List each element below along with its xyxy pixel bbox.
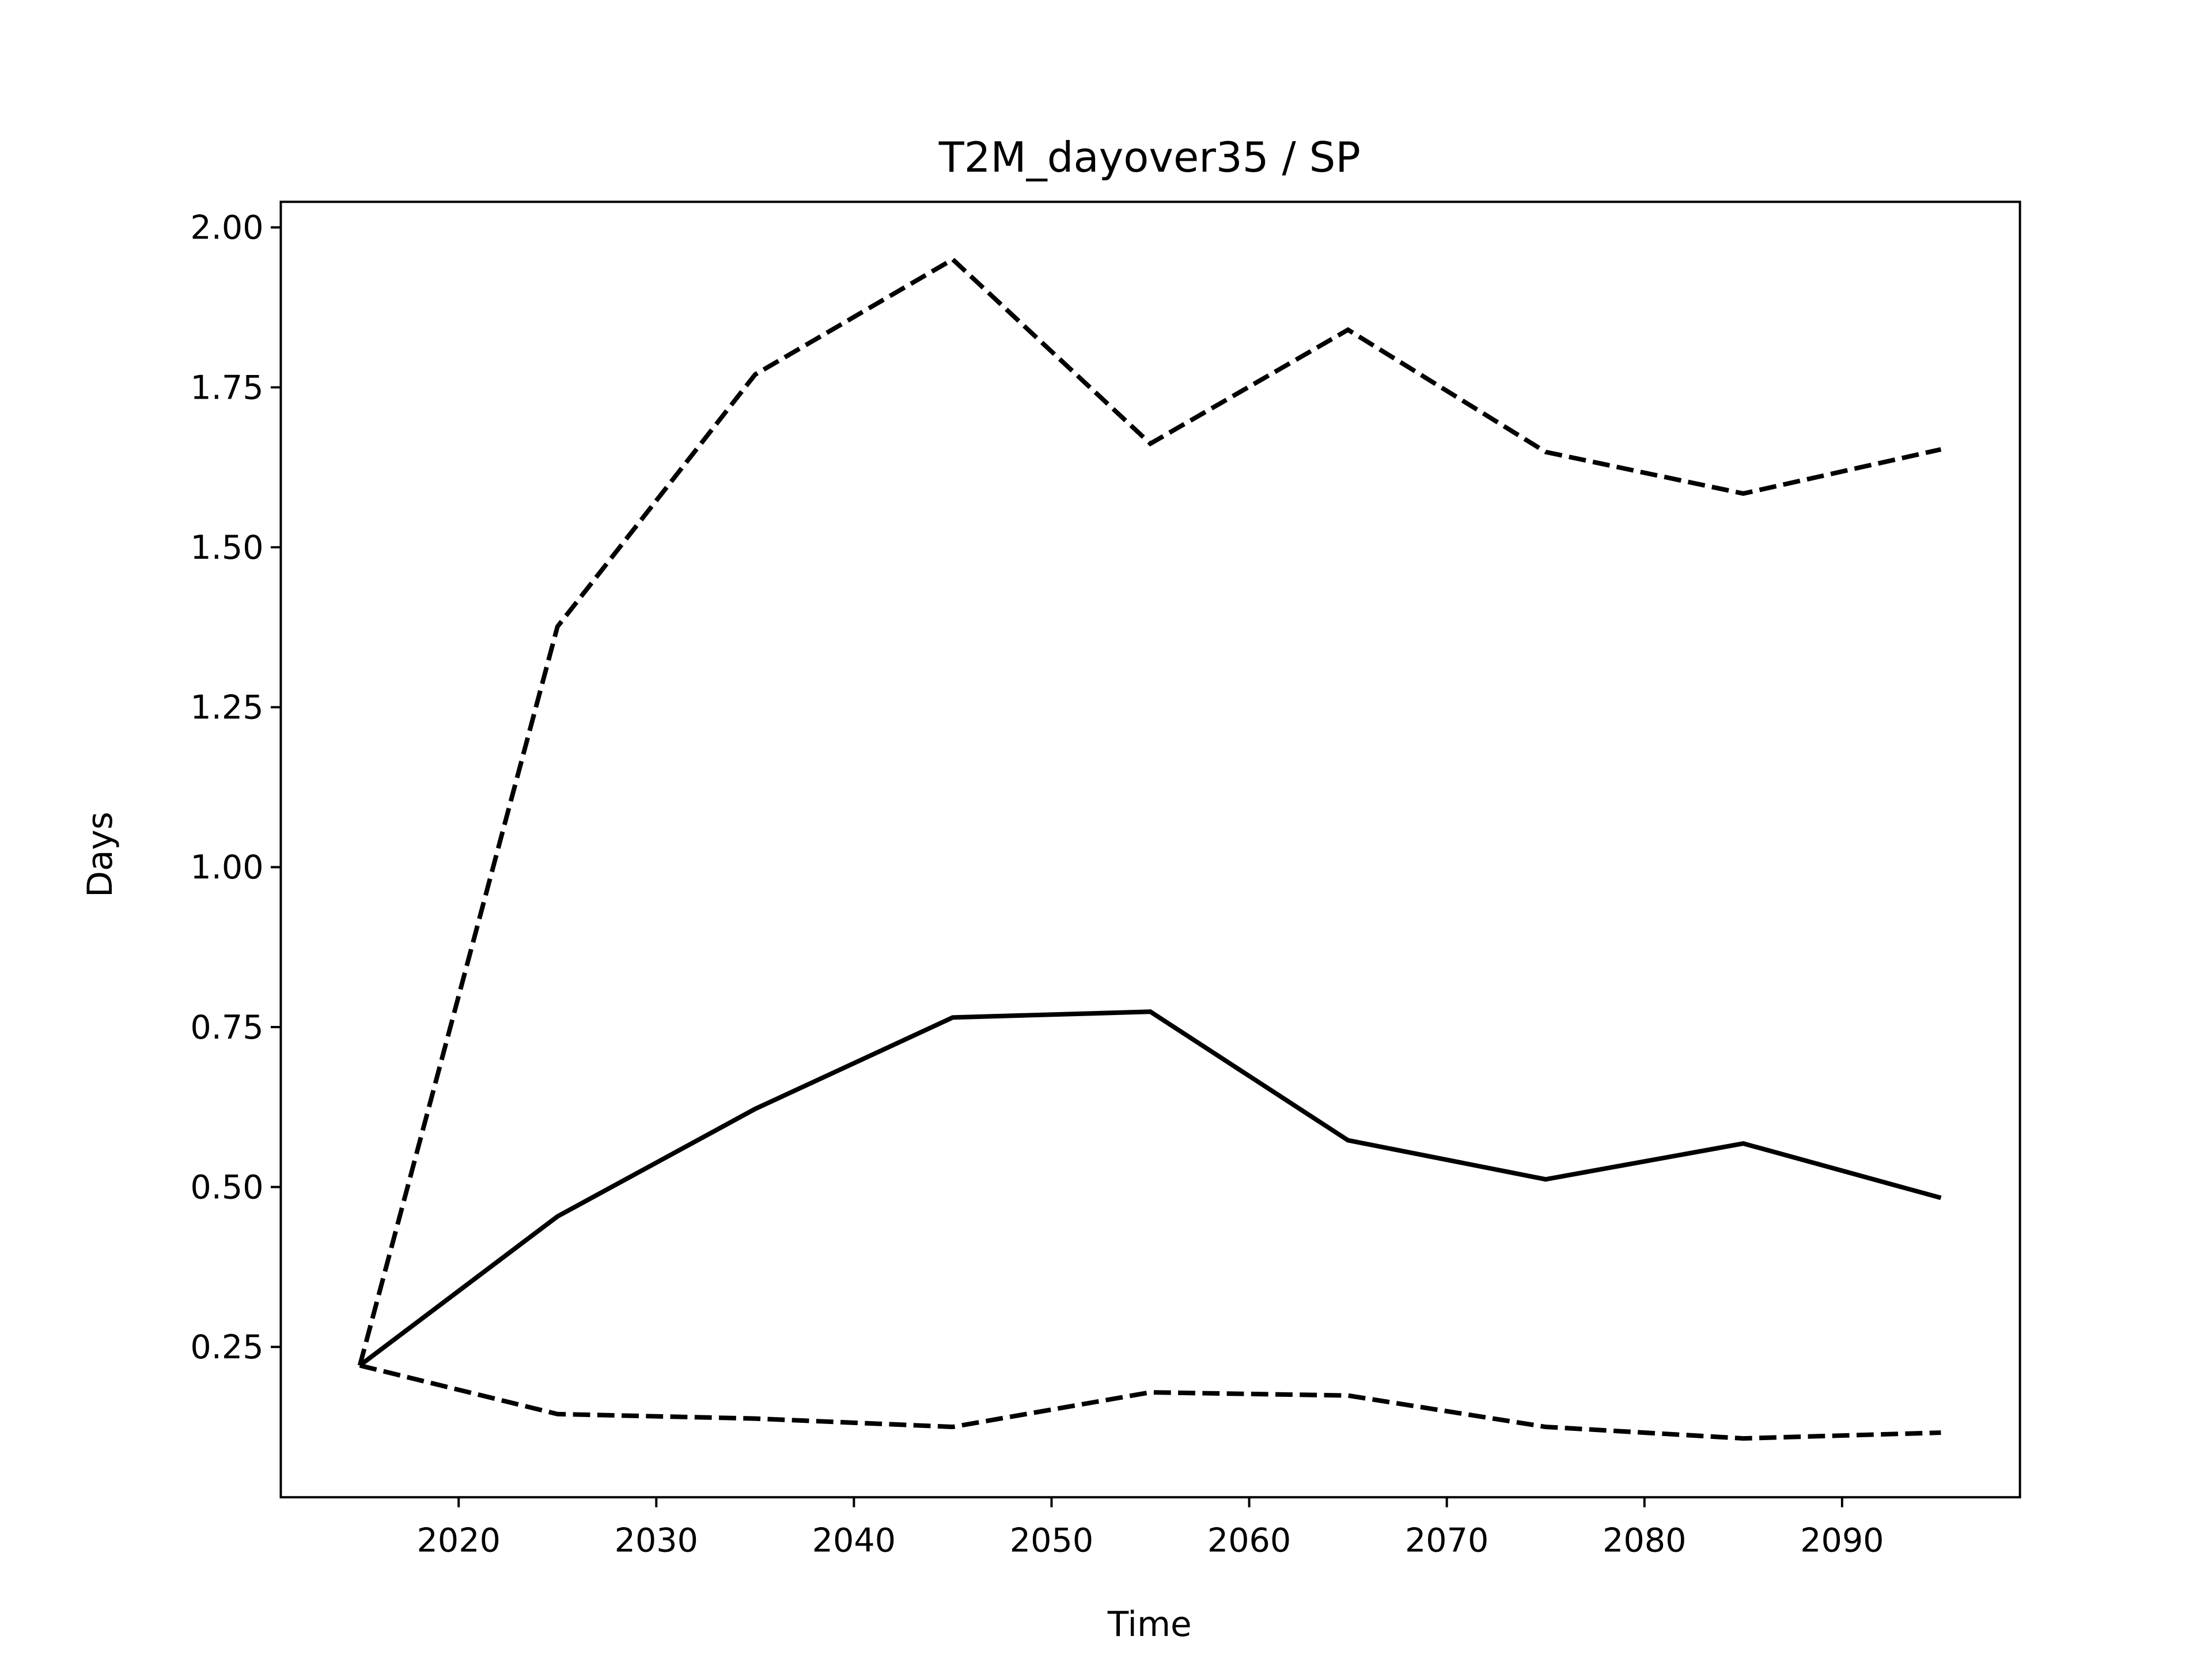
y-tick-label: 1.00 — [190, 849, 263, 887]
y-tick-label: 0.25 — [190, 1328, 263, 1366]
y-tick-label: 2.00 — [190, 209, 263, 247]
plot-frame — [279, 200, 2021, 1499]
y-tick-label: 1.25 — [190, 689, 263, 727]
y-tick-label: 0.50 — [190, 1168, 263, 1206]
x-tick-label: 2030 — [615, 1522, 698, 1560]
data-line — [358, 1009, 1942, 1368]
x-tick-label: 2040 — [812, 1522, 896, 1560]
chart-title: T2M_dayover35 / SP — [938, 133, 1361, 181]
data-line — [357, 256, 1942, 1366]
x-tick-label: 2060 — [1207, 1522, 1291, 1560]
x-tick-label: 2080 — [1603, 1522, 1686, 1560]
y-tick-label: 0.75 — [190, 1009, 263, 1047]
x-tick-label: 2070 — [1405, 1522, 1488, 1560]
y-axis-label: Days — [81, 812, 120, 897]
x-tick-label: 2020 — [417, 1522, 501, 1560]
y-tick-label: 1.75 — [190, 369, 263, 407]
x-axis-label: Time — [1107, 1605, 1192, 1645]
x-tick-label: 2050 — [1010, 1522, 1093, 1560]
data-line — [359, 1363, 1941, 1441]
y-tick-label: 1.50 — [190, 529, 263, 567]
x-tick-label: 2090 — [1800, 1522, 1884, 1560]
